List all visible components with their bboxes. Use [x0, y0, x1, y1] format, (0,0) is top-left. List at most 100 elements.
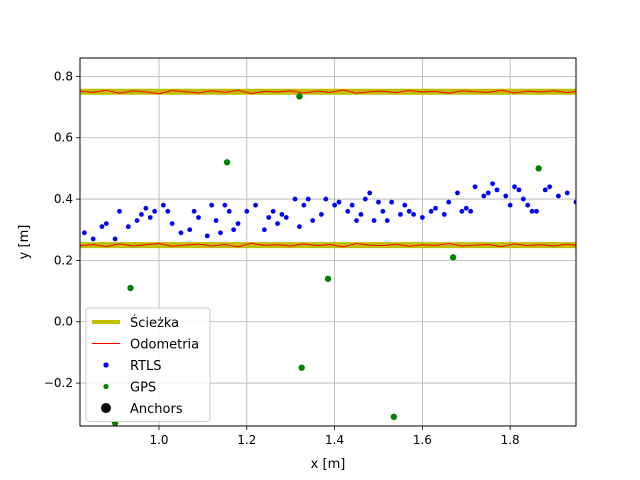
rtls-point [139, 212, 144, 217]
rtls-point [564, 190, 570, 196]
rtls-point [218, 230, 223, 236]
rtls-point [446, 199, 452, 205]
rtls-point [204, 233, 210, 239]
rtls-point [371, 218, 377, 223]
rtls-point [490, 181, 496, 187]
gps-point [449, 254, 457, 261]
y-tick-label: −0.2 [44, 376, 73, 390]
x-tick-label: 1.8 [501, 433, 520, 447]
ticks: 1.0 1.2 1.4 1.6 1.8 −0.2 0.0 0.2 0.4 0.6 0.8 [44, 69, 520, 447]
rtls-point [319, 212, 324, 217]
rtls-point [270, 208, 276, 214]
rtls-point [99, 224, 105, 230]
rtls-point [310, 218, 316, 223]
rtls-point [516, 187, 522, 193]
rtls-point [512, 184, 517, 190]
odometry-line [80, 89, 576, 95]
rtls-point [196, 215, 201, 220]
x-tick-label: 1.4 [325, 433, 344, 447]
x-tick-label: 1.2 [237, 433, 256, 447]
rtls-point [503, 193, 509, 199]
rtls-point [481, 193, 487, 199]
y-tick-label: 0.2 [54, 253, 73, 267]
rtls-point [90, 236, 96, 242]
legend-label: GPS [130, 381, 156, 396]
rtls-point [244, 208, 250, 214]
rtls-point [362, 196, 368, 202]
rtls-point [266, 215, 272, 220]
legend-box [85, 307, 211, 422]
rtls-point [235, 221, 241, 227]
rtls-point [345, 208, 351, 214]
y-tick-label: 0.6 [54, 131, 73, 145]
rtls-point [428, 208, 434, 214]
rtls-point [547, 184, 553, 190]
rtls-point [187, 227, 193, 233]
y-tick-label: 0.0 [54, 315, 73, 329]
rtls-point [261, 227, 267, 233]
rtls-point [292, 196, 298, 202]
rtls-point [468, 208, 474, 214]
rtls-point [165, 208, 171, 214]
rtls-point [573, 199, 576, 205]
rtls-point [384, 218, 390, 223]
rtls-point [301, 202, 307, 208]
rtls-point [441, 212, 447, 217]
rtls-point [213, 218, 219, 223]
gps-point [127, 284, 134, 292]
legend-swatch-dot [103, 362, 109, 368]
legend-swatch-dot [103, 383, 109, 390]
legend-label: RTLS [130, 359, 162, 374]
rtls-point [472, 184, 478, 190]
rtls-point [520, 196, 526, 202]
rtls-point [336, 199, 342, 205]
rtls-point [323, 196, 329, 202]
rtls-point [398, 212, 403, 217]
x-tick-label: 1.6 [413, 433, 432, 447]
rtls-point [209, 202, 215, 208]
odometry-line [80, 242, 576, 248]
gps-point [324, 275, 332, 282]
rtls-point [279, 212, 285, 217]
rtls-point [169, 221, 175, 227]
rtls-point [297, 224, 302, 230]
rtls-point [529, 208, 535, 214]
legend-swatch-anchors [101, 403, 111, 413]
rtls-point [112, 236, 118, 242]
rtls-point [349, 202, 355, 208]
legend-label: Ścieżka [130, 315, 179, 331]
rtls-point [305, 196, 311, 202]
gps-point [296, 93, 303, 100]
rtls-point [191, 208, 197, 214]
rtls-point [402, 202, 408, 208]
legend: Ścieżka Odometria RTLS GPS Anchors [85, 307, 211, 422]
gps-point [535, 165, 542, 172]
rtls-point [103, 221, 109, 227]
grid [80, 58, 576, 426]
x-tick-label: 1.0 [149, 433, 168, 447]
rtls-point [507, 202, 513, 208]
rtls-point [147, 215, 153, 220]
plot-frame [79, 57, 577, 427]
gps-point [390, 413, 398, 420]
gps-point [223, 159, 231, 166]
rtls-point [389, 199, 395, 205]
rtls-point [525, 202, 531, 208]
legend-label: Odometria [130, 338, 199, 353]
rtls-point [494, 187, 500, 193]
rtls-point [143, 205, 149, 211]
rtls-point [556, 193, 561, 199]
rtls-point [178, 230, 184, 236]
rtls-point [380, 208, 386, 214]
rtls-point [275, 221, 280, 227]
rtls-point [253, 202, 258, 208]
rtls-point [226, 208, 232, 214]
rtls-point [376, 199, 381, 205]
y-tick-label: 0.4 [54, 192, 73, 206]
rtls-point [455, 190, 460, 196]
rtls-point [411, 212, 416, 217]
series-layer [80, 88, 576, 426]
rtls-point [433, 205, 438, 211]
rtls-point [367, 190, 373, 196]
